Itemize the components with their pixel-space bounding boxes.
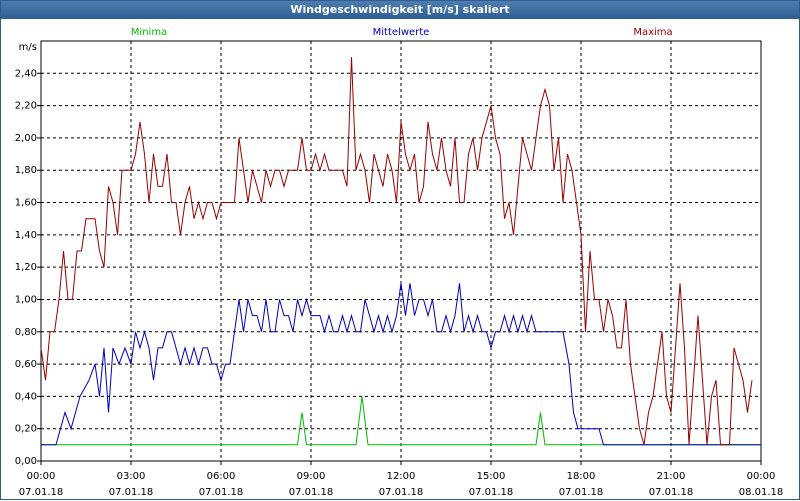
y-tick-label: 1,60 [15,198,37,209]
x-tick-time-label: 06:00 [207,471,236,482]
y-tick-label: 0,20 [15,424,37,435]
y-tick-label: 1,20 [15,262,37,273]
x-tick-time-label: 03:00 [117,471,146,482]
x-tick-date-label: 07.01.18 [109,487,154,498]
y-tick-label: 0,40 [15,391,37,402]
x-tick-time-label: 00:00 [747,471,776,482]
chart-title: Windgeschwindigkeit [m/s] skaliert [1,1,799,19]
y-tick-label: 1,40 [15,230,37,241]
x-tick-date-label: 07.01.18 [379,487,424,498]
y-tick-label: 2,00 [15,133,37,144]
x-tick-time-label: 09:00 [297,471,326,482]
y-tick-label: 2,40 [15,68,37,79]
x-tick-time-label: 18:00 [567,471,596,482]
x-tick-date-label: 07.01.18 [289,487,334,498]
y-tick-label: 1,80 [15,165,37,176]
y-axis-unit-label: m/s [19,42,37,53]
series-line-maxima [40,57,753,446]
x-tick-date-label: 07.01.18 [199,487,244,498]
x-tick-time-label: 00:00 [27,471,56,482]
series-line-mittelwerte [41,283,761,446]
x-tick-date-label: 07.01.18 [19,487,64,498]
legend-entry-maxima: Maxima [633,27,672,38]
y-tick-label: 2,20 [15,101,37,112]
x-tick-time-label: 12:00 [387,471,416,482]
x-tick-time-label: 21:00 [657,471,686,482]
series-line-minima [41,396,761,446]
legend-entry-minima: Minima [131,27,167,38]
x-tick-time-label: 15:00 [477,471,506,482]
x-tick-date-label: 07.01.18 [559,487,604,498]
x-tick-date-label: 07.01.18 [469,487,514,498]
y-tick-label: 1,00 [15,294,37,305]
y-tick-label: 0,00 [15,456,37,467]
y-tick-label: 0,80 [15,327,37,338]
y-tick-label: 0,60 [15,359,37,370]
x-tick-date-label: 08.01.18 [739,487,784,498]
legend-entry-mittelwerte: Mittelwerte [373,27,430,38]
x-tick-date-label: 07.01.18 [649,487,694,498]
